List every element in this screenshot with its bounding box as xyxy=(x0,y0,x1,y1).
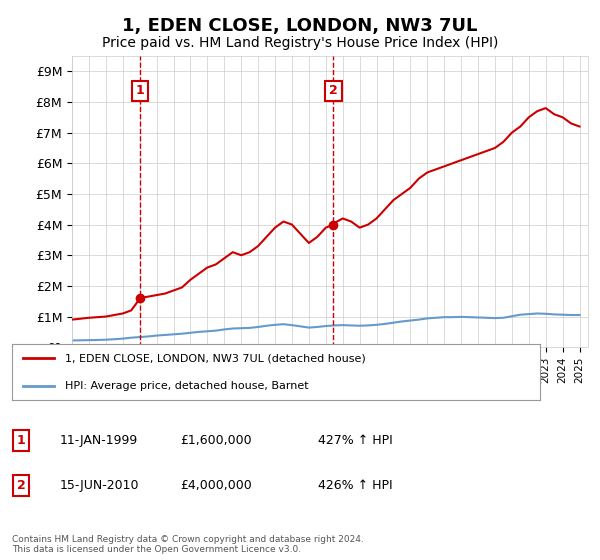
Text: Price paid vs. HM Land Registry's House Price Index (HPI): Price paid vs. HM Land Registry's House … xyxy=(102,36,498,50)
Text: 1: 1 xyxy=(17,434,25,447)
Text: 427% ↑ HPI: 427% ↑ HPI xyxy=(318,434,393,447)
Text: 15-JUN-2010: 15-JUN-2010 xyxy=(60,479,139,492)
Text: £1,600,000: £1,600,000 xyxy=(180,434,251,447)
Text: 1: 1 xyxy=(136,85,145,97)
Text: 1, EDEN CLOSE, LONDON, NW3 7UL (detached house): 1, EDEN CLOSE, LONDON, NW3 7UL (detached… xyxy=(65,353,365,363)
Text: 1, EDEN CLOSE, LONDON, NW3 7UL: 1, EDEN CLOSE, LONDON, NW3 7UL xyxy=(122,17,478,35)
Text: HPI: Average price, detached house, Barnet: HPI: Average price, detached house, Barn… xyxy=(65,381,308,391)
Text: 2: 2 xyxy=(329,85,338,97)
Text: £4,000,000: £4,000,000 xyxy=(180,479,252,492)
Text: Contains HM Land Registry data © Crown copyright and database right 2024.
This d: Contains HM Land Registry data © Crown c… xyxy=(12,535,364,554)
Text: 2: 2 xyxy=(17,479,25,492)
Text: 11-JAN-1999: 11-JAN-1999 xyxy=(60,434,138,447)
Text: 426% ↑ HPI: 426% ↑ HPI xyxy=(318,479,392,492)
